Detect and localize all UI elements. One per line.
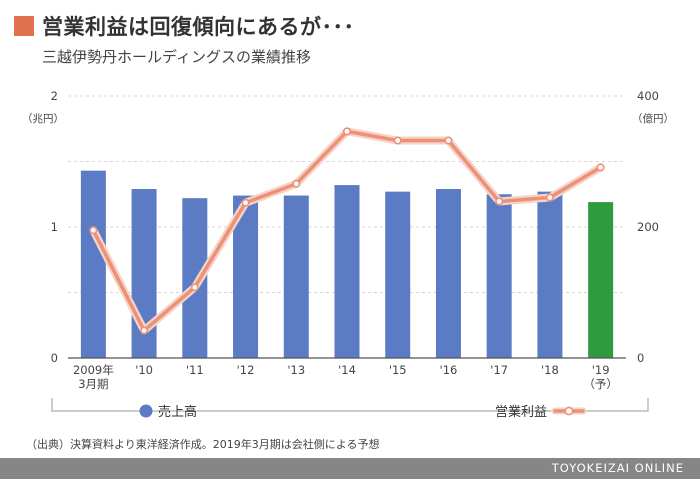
- profit-point-6: [393, 136, 402, 145]
- x-tick-label: 2009年 3月期: [73, 363, 114, 391]
- y-right-tick-label: 200: [637, 220, 659, 234]
- bar-0: [80, 170, 106, 358]
- profit-point-2: [190, 283, 199, 292]
- x-tick-label: '18: [541, 363, 559, 377]
- profit-point-8: [495, 197, 504, 206]
- legend-bracket: [51, 398, 649, 412]
- x-tick-label: '16: [440, 363, 458, 377]
- profit-point-3: [241, 198, 250, 207]
- legend-bar-swatch-icon: [139, 404, 153, 418]
- profit-point-7: [444, 136, 453, 145]
- profit-point-5: [342, 127, 351, 136]
- profit-point-1: [140, 326, 149, 335]
- x-tick-label: '11: [186, 363, 204, 377]
- y-right-unit-label: （億円）: [632, 112, 674, 125]
- bar-9: [537, 191, 563, 358]
- footer-bar: TOYOKEIZAI ONLINE: [0, 458, 700, 479]
- y-left-tick-label: 2: [51, 89, 58, 103]
- profit-point-10: [596, 163, 605, 172]
- bar-8: [486, 194, 512, 358]
- profit-point-4: [292, 179, 301, 188]
- x-tick-label: '13: [287, 363, 305, 377]
- bar-10: [588, 202, 614, 358]
- title-square-icon: [14, 16, 34, 36]
- y-left-tick-label: 0: [51, 351, 58, 365]
- y-right-tick-label: 0: [637, 351, 644, 365]
- x-tick-label: '17: [490, 363, 508, 377]
- source-note: （出典）決算資料より東洋経済作成。2019年3月期は会社側による予想: [26, 438, 380, 451]
- title-row: 営業利益は回復傾向にあるが･･･: [14, 12, 355, 40]
- profit-point-0: [89, 226, 98, 235]
- x-tick-label: '15: [389, 363, 407, 377]
- legend-line-label: 営業利益: [495, 404, 547, 420]
- chart-title: 営業利益は回復傾向にあるが･･･: [42, 15, 355, 39]
- chart-subtitle: 三越伊勢丹ホールディングスの業績推移: [42, 48, 311, 66]
- bar-5: [334, 185, 360, 358]
- y-left-tick-label: 1: [51, 220, 58, 234]
- x-tick-label: '10: [135, 363, 153, 377]
- x-tick-label: '19 （予）: [583, 363, 618, 391]
- y-left-unit-label: （兆円）: [22, 113, 64, 125]
- profit-point-9: [545, 193, 554, 202]
- brand-label: TOYOKEIZAI ONLINE: [551, 461, 684, 475]
- bar-7: [435, 189, 461, 358]
- x-tick-label: '12: [237, 363, 255, 377]
- legend-line-marker-icon: [564, 406, 574, 416]
- x-tick-label: '14: [338, 363, 356, 377]
- y-right-tick-label: 400: [637, 89, 659, 103]
- bar-6: [385, 191, 411, 358]
- legend-bar-label: 売上高: [158, 404, 197, 420]
- bar-4: [283, 195, 309, 358]
